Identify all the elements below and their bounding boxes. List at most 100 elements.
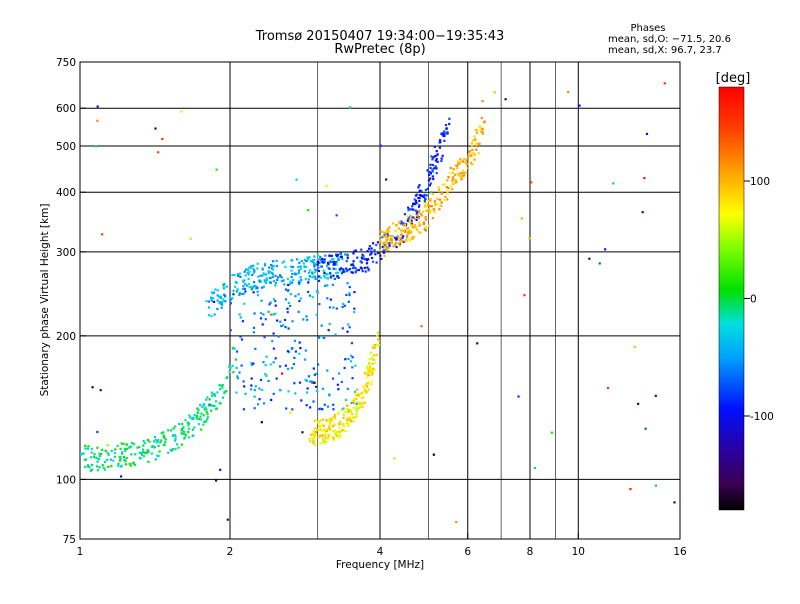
echo-point (307, 290, 310, 294)
echo-point (301, 431, 304, 434)
echo-point (342, 270, 345, 273)
grid-lines (80, 62, 680, 539)
echo-point (313, 381, 316, 384)
echo-point (147, 460, 150, 463)
y-tick-label: 200 (56, 331, 76, 343)
echo-point (420, 325, 423, 328)
echo-point (201, 405, 204, 409)
echo-point (317, 254, 320, 257)
echo-point (313, 262, 316, 265)
echo-point (368, 366, 372, 369)
echo-point (199, 403, 202, 407)
echo-point (416, 193, 419, 196)
chart-subtitle: RwPretec (8p) (334, 42, 425, 57)
echo-point (317, 336, 320, 339)
echo-point (407, 226, 410, 230)
echo-point (645, 132, 649, 136)
echo-point (156, 454, 159, 457)
echo-point (402, 224, 406, 227)
echo-point (250, 363, 253, 367)
echo-point (287, 327, 290, 330)
echo-point (174, 437, 177, 441)
echo-point (456, 167, 459, 170)
echo-point (172, 427, 175, 430)
echo-point (275, 377, 278, 380)
echo-point (323, 439, 326, 442)
echo-point (221, 396, 225, 399)
echo-point (354, 249, 357, 252)
echo-point (272, 361, 275, 364)
echo-point (298, 271, 301, 274)
echo-point (84, 447, 87, 450)
echo-point (337, 432, 340, 435)
echo-point (663, 82, 666, 85)
echo-point (164, 441, 167, 444)
echo-point (191, 428, 194, 431)
echo-point (313, 434, 316, 438)
echo-point (412, 208, 415, 211)
echo-point (262, 361, 265, 364)
echo-point (235, 391, 238, 394)
echo-point (104, 449, 107, 452)
echo-point (252, 362, 255, 365)
echo-point (228, 370, 231, 374)
echo-point (83, 458, 86, 462)
echo-point (332, 438, 335, 442)
echo-point (415, 212, 418, 216)
echo-point (425, 209, 428, 212)
echo-point (414, 199, 418, 202)
echo-point (296, 272, 299, 275)
echo-point (382, 241, 386, 244)
echo-point (654, 394, 657, 397)
echo-point (400, 222, 403, 225)
echo-point (449, 184, 453, 188)
echo-point (91, 464, 94, 467)
echo-point (363, 371, 367, 375)
echo-point (291, 408, 294, 411)
echo-point (169, 448, 172, 451)
echo-point (405, 231, 409, 234)
echo-point (291, 320, 294, 323)
echo-point (298, 282, 301, 286)
echo-point (269, 313, 273, 316)
echo-point (465, 163, 468, 166)
echo-point (351, 271, 354, 274)
echo-point (481, 132, 485, 136)
echo-point (193, 426, 196, 429)
echo-point (335, 254, 339, 258)
echo-point (221, 384, 224, 387)
echo-point (375, 353, 378, 357)
echo-point (318, 303, 321, 306)
echo-point (434, 159, 437, 162)
echo-point (298, 299, 301, 303)
echo-point (331, 377, 335, 380)
echo-point (441, 154, 444, 157)
echo-point (225, 390, 228, 393)
echo-point (405, 240, 408, 243)
echo-point (346, 253, 349, 256)
echo-point (409, 224, 413, 227)
echo-point (312, 432, 315, 436)
echo-point (326, 261, 330, 264)
echo-point (246, 271, 249, 274)
echo-point (371, 256, 374, 260)
echo-point (146, 438, 149, 442)
echo-point (438, 146, 441, 149)
echo-point (101, 233, 104, 236)
echo-point (112, 459, 115, 462)
echo-point (413, 223, 417, 227)
echo-point (316, 363, 320, 366)
echo-point (352, 399, 356, 402)
echo-point (243, 385, 246, 388)
echo-point (428, 205, 431, 208)
echo-point (196, 411, 199, 414)
echo-point (443, 131, 446, 134)
echo-point (250, 288, 253, 291)
echo-point (452, 168, 455, 171)
echo-point (277, 335, 280, 338)
echo-point (329, 261, 332, 264)
x-tick-label: 10 (572, 546, 585, 558)
colorbar-tick-label: 100 (750, 176, 770, 188)
echo-point (157, 151, 160, 154)
echo-point (354, 364, 357, 367)
